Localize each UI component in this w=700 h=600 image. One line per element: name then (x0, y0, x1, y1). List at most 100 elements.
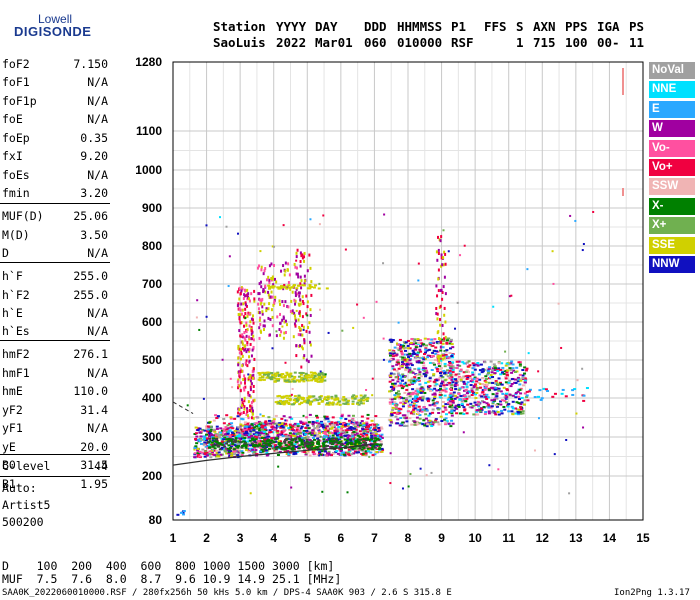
echo-point (266, 423, 270, 426)
echo-point (245, 330, 248, 334)
echo-point (462, 371, 466, 374)
echo-point (421, 390, 425, 393)
echo-point (278, 399, 282, 402)
echo-point (268, 431, 272, 434)
echo-point (439, 390, 443, 393)
echo-point (413, 340, 417, 343)
echo-point (363, 428, 367, 431)
echo-point (287, 445, 291, 448)
param-key: fxI (2, 149, 23, 163)
echo-point (350, 428, 354, 431)
echo-point (359, 433, 363, 436)
echo-point (325, 435, 329, 438)
echo-point (448, 403, 452, 406)
echo-point (437, 362, 441, 365)
echo-point (263, 424, 267, 427)
echo-point (486, 405, 490, 408)
echo-point (322, 438, 326, 441)
echo-point (341, 424, 345, 427)
echo-point (449, 410, 453, 413)
echo-point (253, 422, 257, 425)
echo-point (250, 441, 254, 444)
echo-point (481, 377, 485, 380)
echo-point (231, 443, 235, 446)
echo-point (275, 424, 278, 427)
echo-point (465, 378, 469, 381)
echo-point (413, 397, 417, 400)
echo-point (309, 403, 313, 406)
echo-point (460, 400, 464, 403)
echo-point (402, 362, 406, 365)
echo-point (420, 399, 424, 402)
echo-point (209, 430, 213, 433)
echo-point (275, 449, 279, 452)
echo-point (340, 429, 344, 432)
echo-point (399, 408, 403, 411)
echo-point (388, 401, 392, 404)
echo-point (243, 374, 246, 378)
echo-point (459, 368, 463, 371)
echo-point (510, 378, 514, 381)
echo-point (455, 360, 459, 363)
param-b1: B1 1.95 (2, 477, 108, 493)
echo-point (438, 318, 441, 322)
echo-point (287, 281, 290, 285)
echo-point (517, 361, 521, 364)
echo-point (403, 402, 407, 405)
echo-point (282, 287, 285, 291)
echo-point (501, 369, 505, 372)
echo-point (344, 418, 348, 421)
echo-point (518, 388, 522, 391)
echo-point (495, 397, 499, 400)
echo-point (451, 401, 455, 404)
echo-point (454, 404, 458, 407)
echo-point (436, 421, 440, 424)
echo-point (323, 428, 327, 431)
echo-point (389, 354, 393, 357)
echo-point (369, 429, 373, 432)
echo-point (438, 354, 441, 358)
echo-point (245, 323, 248, 327)
y-tick-label: 600 (142, 315, 162, 329)
echo-point (415, 387, 419, 390)
echo-point (290, 375, 294, 378)
echo-point (437, 252, 440, 256)
echo-point (288, 380, 292, 383)
echo-point (240, 347, 243, 351)
echo-point (260, 437, 264, 440)
echo-point (360, 415, 364, 418)
echo-point (395, 353, 399, 356)
x-tick-label: 14 (603, 531, 617, 545)
echo-point (424, 413, 428, 416)
echo-point (251, 376, 254, 380)
echo-point (250, 401, 253, 405)
echo-point (404, 364, 408, 367)
echo-point (275, 334, 278, 338)
echo-point (280, 433, 284, 436)
echo-point (301, 256, 304, 260)
echo-point (394, 415, 398, 418)
echo-point (251, 374, 254, 378)
echo-point (300, 376, 304, 379)
echo-point (286, 379, 290, 382)
echo-point (388, 390, 392, 393)
echo-point (239, 424, 243, 427)
echo-point (293, 262, 296, 266)
echo-point (305, 444, 309, 447)
echo-point (264, 449, 268, 452)
echo-point (398, 338, 402, 341)
echo-point (295, 319, 298, 323)
echo-point (451, 422, 455, 425)
echo-point (444, 408, 448, 411)
echo-point (421, 395, 425, 398)
echo-point (504, 375, 508, 378)
echo-point (494, 386, 498, 389)
echo-point (223, 435, 227, 438)
echo-point (444, 421, 448, 424)
echo-point (344, 402, 348, 405)
echo-point (394, 404, 398, 407)
echo-point (299, 260, 302, 264)
echo-point (440, 341, 443, 345)
echo-point (306, 269, 309, 273)
echo-point (518, 364, 522, 367)
